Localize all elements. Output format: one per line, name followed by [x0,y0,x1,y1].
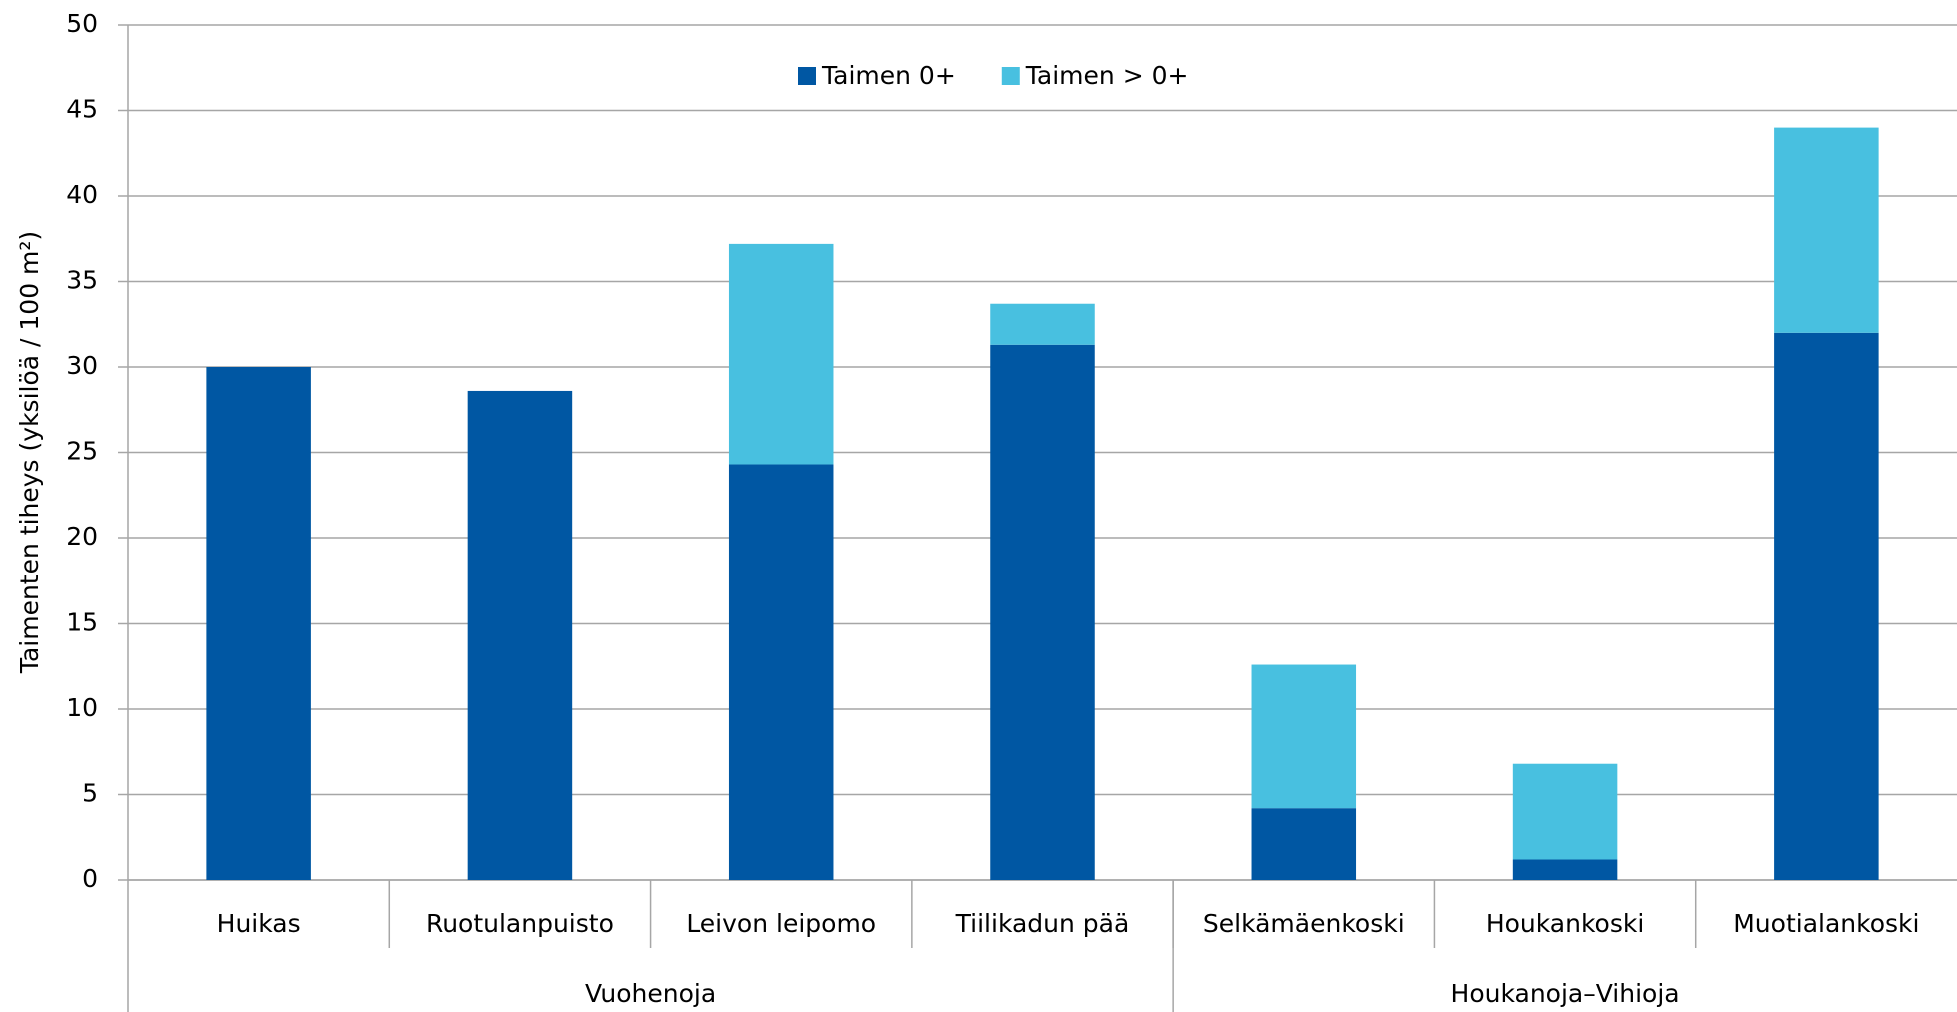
x-tick-label: Selkämäenkoski [1203,909,1405,938]
x-tick-label: Muotialankoski [1733,909,1919,938]
y-tick-label: 25 [66,437,98,466]
bar-segment [990,303,1095,345]
bar-segment [1512,763,1618,860]
bar-segment [990,344,1095,880]
y-tick-label: 50 [66,9,98,38]
x-tick-label: Tiilikadun pää [955,909,1130,938]
y-tick-label: 30 [66,351,98,380]
y-tick-label: 5 [82,779,98,808]
bar-segment [728,243,834,465]
x-tick-label: Ruotulanpuisto [426,909,614,938]
y-axis-title: Taimenten tiheys (yksilöä / 100 m²) [15,231,44,674]
group-label: Houkanoja–Vihioja [1451,979,1680,1008]
y-tick-label: 45 [66,95,98,124]
x-tick-label: Leivon leipomo [686,909,876,938]
bar-segment [1512,859,1618,880]
y-tick-label: 10 [66,693,98,722]
group-label: Vuohenoja [585,979,716,1008]
y-tick-label: 35 [66,266,98,295]
y-tick-label: 40 [66,180,98,209]
bar-segment [1774,332,1879,880]
bar-segment [206,367,311,880]
legend-swatch [1001,67,1020,85]
y-tick-label: 15 [66,608,98,637]
bar-segment [1251,664,1357,809]
x-tick-label: Huikas [217,909,301,938]
bar-segment [467,390,573,880]
y-tick-label: 0 [82,864,98,893]
bar-segment [1251,808,1357,880]
bar-segment [728,464,834,880]
legend-label: Taimen 0+ [821,61,956,90]
legend-swatch [798,67,816,85]
bar-segment [1774,127,1879,333]
legend-label: Taimen > 0+ [1025,61,1189,90]
x-tick-label: Houkankoski [1486,909,1644,938]
y-tick-label: 20 [66,522,98,551]
